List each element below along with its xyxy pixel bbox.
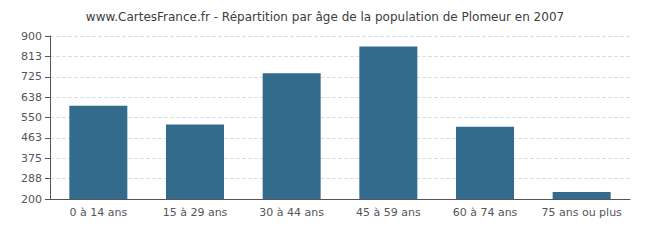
svg-text:15 à 29 ans: 15 à 29 ans: [163, 206, 228, 219]
svg-text:813: 813: [21, 50, 42, 63]
svg-text:75 ans ou plus: 75 ans ou plus: [541, 206, 622, 219]
svg-text:550: 550: [21, 111, 42, 124]
svg-text:45 à 59 ans: 45 à 59 ans: [356, 206, 421, 219]
svg-text:463: 463: [21, 131, 42, 144]
svg-text:www.CartesFrance.fr - Répartit: www.CartesFrance.fr - Répartition par âg…: [86, 10, 564, 24]
svg-text:288: 288: [21, 172, 42, 185]
svg-text:0 à 14 ans: 0 à 14 ans: [69, 206, 127, 219]
svg-text:200: 200: [21, 193, 42, 206]
svg-text:638: 638: [21, 91, 42, 104]
svg-text:725: 725: [21, 70, 42, 83]
svg-text:60 à 74 ans: 60 à 74 ans: [453, 206, 518, 219]
svg-text:30 à 44 ans: 30 à 44 ans: [259, 206, 324, 219]
svg-text:375: 375: [21, 152, 42, 165]
svg-text:900: 900: [21, 30, 42, 43]
